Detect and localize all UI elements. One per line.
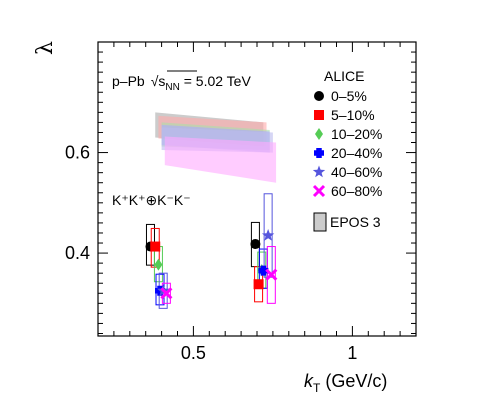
data-markers — [145, 228, 278, 300]
data-point-4-1 — [261, 228, 275, 241]
legend-marker-2 — [315, 128, 323, 140]
data-point-1-1 — [253, 279, 264, 290]
x-tick-label-0: 0.5 — [181, 343, 206, 363]
legend: 0–5% 5–10% 10–20% 20–40% 40–60% 60–80% — [312, 88, 382, 199]
data-point-5-1 — [265, 268, 278, 281]
data-point-3-1 — [258, 265, 269, 276]
x-axis-title-unit: (GeV/c) — [320, 371, 387, 391]
data-point-2-0 — [154, 258, 163, 271]
y-axis-title: λ — [33, 41, 58, 55]
y-tick-label-1: 0.6 — [65, 143, 90, 163]
pair-annotation: K⁺K⁺⊕K⁻K⁻ — [112, 192, 191, 208]
legend-label-0: 0–5% — [331, 88, 367, 104]
data-point-5-0 — [160, 287, 173, 300]
energy-label: √s — [151, 73, 166, 89]
data-point-5-1-b — [265, 268, 278, 281]
legend-label-2: 10–20% — [331, 126, 382, 142]
data-point-1-0 — [150, 241, 161, 252]
legend-label-1: 5–10% — [331, 107, 375, 123]
legend-epos-label: EPOS 3 — [330, 214, 381, 230]
system-annotation: p–Pb √sNN = 5.02 TeV — [112, 73, 251, 93]
axes: 0.5 1 0.4 0.6 — [65, 42, 416, 363]
x-tick-label-1: 1 — [347, 343, 357, 363]
legend-label-3: 20–40% — [331, 145, 382, 161]
system-label: p–Pb — [112, 73, 145, 89]
legend-marker-5-b — [312, 184, 326, 198]
legend-label-4: 40–60% — [331, 164, 382, 180]
legend-marker-4 — [312, 165, 326, 178]
legend-marker-3 — [314, 148, 324, 158]
sys-box-5-1 — [266, 246, 276, 304]
model-band-5 — [164, 136, 277, 183]
model-bands — [155, 112, 277, 183]
legend-label-5: 60–80% — [331, 183, 382, 199]
x-axis-title-k: k — [304, 371, 314, 391]
legend-marker-0 — [314, 91, 324, 101]
data-point-0-1 — [250, 239, 261, 250]
x-axis-title: kT (GeV/c) — [304, 371, 387, 395]
energy-value: = 5.02 TeV — [180, 73, 252, 89]
legend-title: ALICE — [324, 68, 364, 84]
x-axis-title-sub: T — [313, 381, 321, 395]
legend-epos-swatch — [313, 212, 327, 232]
legend-marker-1 — [314, 110, 324, 120]
legend-marker-5 — [312, 184, 326, 198]
energy-sub: NN — [165, 82, 179, 93]
y-tick-label-0: 0.4 — [65, 243, 90, 263]
data-point-5-0-b — [160, 287, 173, 300]
